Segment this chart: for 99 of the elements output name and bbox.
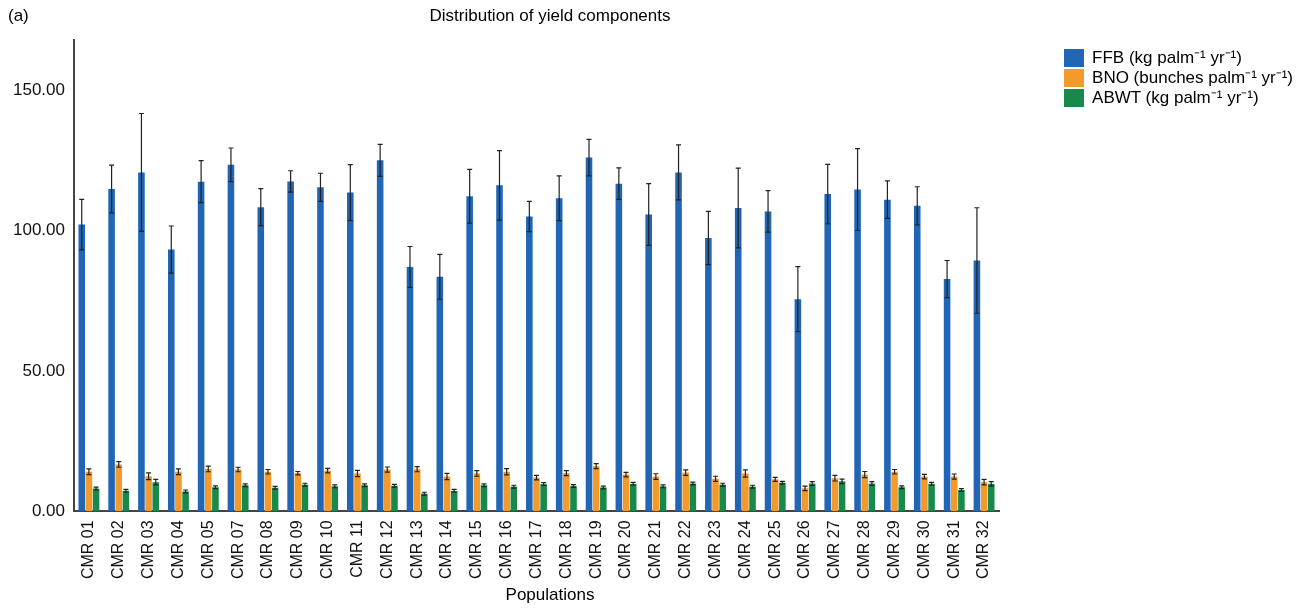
legend-label: ABWT (kg palm⁻¹ yr⁻¹) xyxy=(1092,88,1259,108)
bar xyxy=(884,199,891,512)
bar xyxy=(167,249,175,512)
bar xyxy=(950,476,958,512)
x-tick-label: CMR 17 xyxy=(526,520,544,580)
y-tick-label: 100.00 xyxy=(13,220,65,240)
y-tick-label: 150.00 xyxy=(13,80,65,100)
bar xyxy=(241,485,249,512)
bar xyxy=(600,487,607,512)
bar xyxy=(212,487,219,512)
bar xyxy=(391,485,398,512)
bar xyxy=(719,484,726,512)
bar xyxy=(108,188,115,512)
bar xyxy=(347,192,354,512)
x-tick-label: CMR 21 xyxy=(646,520,664,580)
bar xyxy=(317,187,324,512)
bar xyxy=(145,476,152,512)
bar xyxy=(257,207,265,512)
x-tick-label: CMR 05 xyxy=(198,520,216,580)
x-tick-label: CMR 12 xyxy=(377,520,395,580)
bar xyxy=(563,473,570,512)
bar xyxy=(712,478,719,512)
x-tick-label: CMR 15 xyxy=(467,520,485,580)
x-tick-label: CMR 29 xyxy=(884,520,902,580)
bar xyxy=(861,474,869,512)
bar xyxy=(987,483,995,512)
bar xyxy=(421,493,428,512)
bar xyxy=(138,172,145,512)
bar xyxy=(361,485,368,512)
bar xyxy=(294,473,302,512)
bar xyxy=(749,486,756,512)
bar xyxy=(570,486,577,512)
bar xyxy=(742,473,749,512)
x-tick-label: CMR 10 xyxy=(318,520,336,580)
x-tick-label: CMR 30 xyxy=(914,520,932,580)
x-tick-label: CMR 04 xyxy=(168,520,186,580)
x-tick-label: CMR 19 xyxy=(586,520,604,580)
y-tick-label: 0.00 xyxy=(31,501,65,521)
bar xyxy=(182,491,189,512)
bar xyxy=(705,238,712,512)
bar xyxy=(324,470,331,512)
bar xyxy=(675,172,682,512)
x-tick-label: CMR 26 xyxy=(795,520,813,580)
bar xyxy=(921,476,928,512)
bar xyxy=(645,214,652,512)
chart-title: Distribution of yield components xyxy=(429,6,671,25)
bar xyxy=(540,484,547,512)
x-tick-label: CMR 13 xyxy=(407,520,425,580)
x-tick-label: CMR 20 xyxy=(616,520,634,580)
x-tick-label: CMR 31 xyxy=(944,520,962,580)
x-tick-label: CMR 14 xyxy=(437,520,455,580)
x-tick-label: CMR 24 xyxy=(735,520,753,580)
bar xyxy=(808,483,816,512)
bar xyxy=(854,189,861,512)
bar xyxy=(152,482,160,512)
x-tick-label: CMR 01 xyxy=(79,520,97,580)
bar xyxy=(898,487,906,512)
x-tick-label: CMR 25 xyxy=(765,520,783,580)
bar xyxy=(287,181,294,512)
bar xyxy=(824,194,832,512)
text: (a) xyxy=(8,6,29,26)
bar xyxy=(958,490,965,512)
bar xyxy=(928,483,935,512)
bar xyxy=(115,464,123,512)
bar xyxy=(891,471,898,512)
bar xyxy=(78,224,86,512)
bar xyxy=(555,198,563,512)
x-tick-label: CMR 07 xyxy=(228,520,246,580)
bar xyxy=(734,208,742,512)
x-tick-label: CMR 22 xyxy=(676,520,694,580)
bar xyxy=(913,205,921,512)
legend-label: FFB (kg palm⁻¹ yr⁻¹) xyxy=(1092,48,1242,68)
bar xyxy=(496,185,503,512)
bar xyxy=(175,471,182,512)
y-tick-label: 50.00 xyxy=(22,360,65,380)
bar xyxy=(384,469,391,512)
x-tick-label: CMR 03 xyxy=(139,520,156,580)
bar xyxy=(779,482,786,512)
bar xyxy=(354,473,361,512)
x-tick-label: CMR 08 xyxy=(258,520,276,580)
x-axis-title: Populations xyxy=(504,585,596,605)
x-tick-label: CMR 09 xyxy=(288,520,306,580)
bar xyxy=(682,472,689,512)
legend-label: BNO (bunches palm⁻¹ yr⁻¹) xyxy=(1092,68,1293,88)
x-tick-label: CMR 32 xyxy=(974,520,992,580)
bar xyxy=(503,471,510,512)
bar xyxy=(466,196,473,512)
x-tick-label: CMR 27 xyxy=(825,520,843,580)
bar xyxy=(204,468,212,512)
bar xyxy=(331,486,339,512)
x-tick-label: CMR 23 xyxy=(705,520,723,580)
x-tick-label: CMR 18 xyxy=(556,520,574,580)
bar xyxy=(771,479,779,512)
x-tick-label: CMR 11 xyxy=(347,520,365,578)
x-tick-label: CMR 02 xyxy=(109,520,127,580)
x-tick-label: CMR 16 xyxy=(497,520,515,580)
bar xyxy=(533,477,540,512)
bar xyxy=(526,216,533,512)
x-tick-label: CMR 28 xyxy=(855,520,873,580)
